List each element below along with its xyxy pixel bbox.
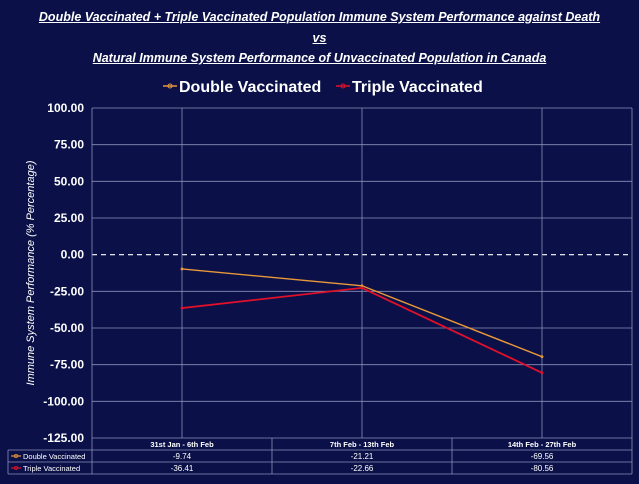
- y-tick-label: -50.00: [50, 321, 84, 335]
- y-tick-label: -125.00: [43, 431, 84, 445]
- y-tick-label: 25.00: [54, 211, 84, 225]
- table-row-swatch-marker: [13, 465, 18, 470]
- x-category-label: 31st Jan - 6th Feb: [150, 440, 214, 449]
- table-cell-value: -21.21: [351, 452, 374, 461]
- data-point: [360, 286, 364, 290]
- y-tick-label: 75.00: [54, 138, 84, 152]
- table-cell-value: -36.41: [171, 464, 194, 473]
- legend-item-triple-vaccinated: Triple Vaccinated: [352, 79, 483, 96]
- y-tick-label: -75.00: [50, 358, 84, 372]
- table-cell-value: -22.66: [351, 464, 374, 473]
- chart-title-line-3: Natural Immune System Performance of Unv…: [92, 51, 547, 65]
- data-point: [360, 284, 364, 288]
- y-tick-label: -25.00: [50, 284, 84, 298]
- data-point: [540, 355, 544, 359]
- table-row-label: Double Vaccinated: [23, 452, 85, 461]
- table-cell-value: -69.56: [531, 452, 554, 461]
- chart-title-line-2: vs: [312, 31, 327, 45]
- chart-title-line-1: Double Vaccinated + Triple Vaccinated Po…: [38, 10, 601, 24]
- y-tick-label: 100.00: [47, 101, 84, 115]
- y-tick-label: 50.00: [54, 174, 84, 188]
- data-point: [540, 371, 544, 375]
- legend-swatch-marker: [167, 83, 173, 89]
- table-row-swatch-marker: [13, 453, 18, 458]
- data-point: [180, 306, 184, 310]
- table-row-label: Triple Vaccinated: [23, 464, 80, 473]
- table-cell-value: -9.74: [173, 452, 192, 461]
- data-point: [180, 267, 184, 271]
- x-category-label: 14th Feb - 27th Feb: [508, 440, 577, 449]
- y-axis-label: Immune System Performance (% Percentage): [25, 160, 37, 385]
- y-tick-label: -100.00: [43, 394, 84, 408]
- x-category-label: 7th Feb - 13th Feb: [330, 440, 395, 449]
- y-tick-label: 0.00: [61, 248, 85, 262]
- legend-swatch-marker: [340, 83, 346, 89]
- legend-item-double-vaccinated: Double Vaccinated: [179, 79, 321, 96]
- table-cell-value: -80.56: [531, 464, 554, 473]
